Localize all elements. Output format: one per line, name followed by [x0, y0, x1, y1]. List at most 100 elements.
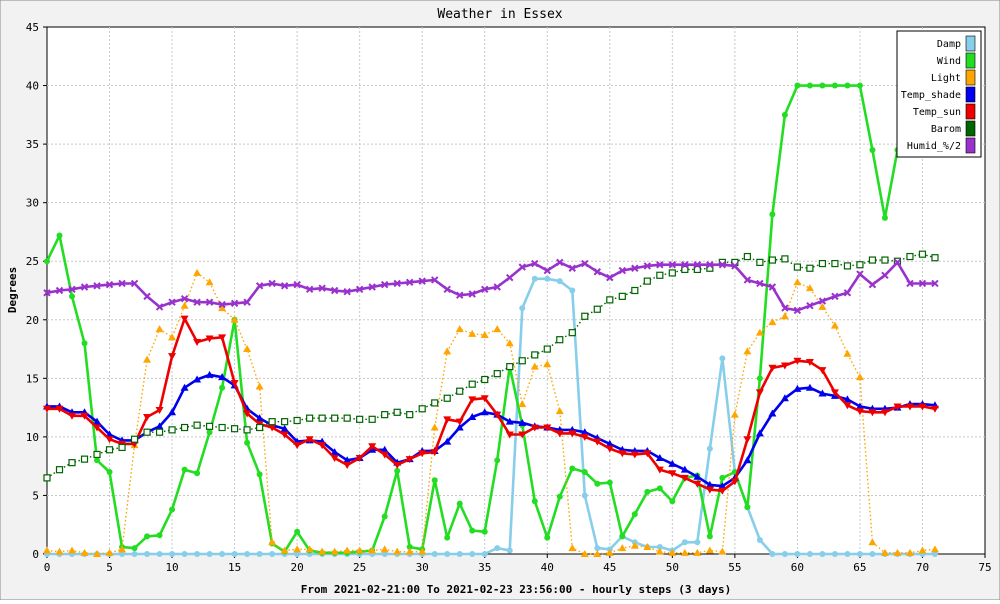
- temp-shade-point: [480, 408, 489, 416]
- temp-sun-point: [793, 357, 802, 365]
- damp-point: [931, 551, 938, 557]
- damp-point: [581, 492, 588, 499]
- x-tick-label: 25: [353, 561, 366, 574]
- temp-sun-point: [368, 443, 377, 451]
- legend: Damp Wind Light Temp_shade Temp_sun Barom Humi…: [896, 30, 982, 158]
- light-point: [380, 545, 389, 553]
- humid-2-point: [55, 286, 64, 295]
- temp-shade-point: [755, 429, 764, 437]
- light-point: [880, 548, 889, 556]
- wind-point: [256, 471, 263, 478]
- temp-sun-point: [468, 396, 477, 404]
- damp-point: [119, 551, 126, 557]
- temp-sun-point: [680, 474, 689, 482]
- barom-point: [681, 265, 689, 274]
- barom-point: [906, 252, 914, 261]
- humid-2-point: [393, 279, 401, 288]
- light-point: [405, 547, 414, 555]
- temp-sun-point: [43, 405, 51, 413]
- barom-point: [768, 256, 776, 264]
- light-point: [843, 349, 852, 357]
- temp-sun-point: [555, 430, 564, 438]
- damp-point: [219, 551, 226, 557]
- damp-point: [231, 551, 238, 557]
- barom-point: [456, 387, 464, 395]
- humid-2-point: [105, 280, 114, 289]
- x-tick-label: 30: [416, 561, 429, 574]
- humid-2-point: [355, 285, 364, 294]
- temp-sun-point: [780, 362, 789, 370]
- humid-2-point: [593, 268, 602, 276]
- damp-point: [706, 445, 713, 452]
- light-point: [280, 546, 289, 554]
- humid-2-point: [756, 279, 764, 288]
- damp-point: [294, 551, 301, 557]
- barom-point: [868, 256, 877, 264]
- temp-shade-point: [768, 409, 777, 417]
- temp-shade-point: [718, 482, 727, 490]
- damp-point: [719, 355, 726, 362]
- temp-sun-point: [168, 353, 177, 361]
- barom-point: [318, 414, 326, 422]
- wind-point: [569, 465, 576, 472]
- humid-2-point: [343, 287, 351, 296]
- temp-sun-point: [355, 454, 364, 462]
- wind-point: [144, 533, 151, 540]
- barom-point: [518, 357, 526, 365]
- light-point: [368, 546, 377, 554]
- legend-label-light: Light: [931, 73, 961, 84]
- temp-sun-point: [855, 408, 864, 416]
- barom-point: [931, 254, 939, 262]
- barom-point: [756, 258, 764, 266]
- light-point: [518, 400, 527, 408]
- wind-point: [581, 469, 588, 476]
- humid-2-point: [68, 285, 76, 294]
- light-point: [480, 331, 489, 339]
- barom-point: [881, 256, 889, 264]
- barom-point: [193, 421, 201, 429]
- damp-point: [794, 551, 801, 557]
- wind-point: [531, 498, 538, 505]
- light-point: [155, 325, 164, 333]
- barom-point: [468, 380, 476, 388]
- temp-sun-point: [193, 339, 202, 347]
- temp-shade-point: [455, 423, 464, 431]
- wind-point: [156, 532, 163, 539]
- temp-sun-point: [305, 436, 314, 444]
- damp-point: [494, 545, 501, 552]
- temp-sun-point: [280, 431, 289, 439]
- temp-sun-point: [730, 478, 739, 486]
- legend-swatch-barom: [965, 120, 976, 137]
- temp-sun-point: [518, 431, 527, 439]
- light-point: [568, 544, 577, 552]
- x-tick-label: 20: [291, 561, 304, 574]
- y-axis-label: Degrees: [6, 267, 19, 313]
- damp-point: [544, 275, 551, 282]
- light-point: [168, 333, 177, 341]
- barom-point: [243, 426, 251, 434]
- damp-point: [781, 551, 788, 557]
- temp-shade-point: [780, 394, 789, 402]
- light-point: [655, 547, 664, 555]
- temp-sun-point: [768, 364, 777, 372]
- temp-sun-point: [880, 409, 889, 417]
- temp-shade-point: [505, 417, 514, 425]
- humid-2-point: [130, 279, 139, 288]
- barom-point: [418, 405, 426, 413]
- barom-point: [631, 286, 639, 295]
- humid-2-point: [143, 292, 151, 301]
- barom-point: [843, 262, 852, 270]
- series-light: [43, 268, 939, 557]
- barom-point: [268, 418, 276, 426]
- temp-sun-point: [155, 406, 164, 414]
- light-point: [755, 328, 764, 336]
- humid-2-point: [656, 261, 664, 269]
- humid-2-point: [781, 304, 789, 312]
- damp-point: [569, 287, 576, 294]
- barom-point: [481, 375, 489, 384]
- x-tick-label: 65: [853, 561, 866, 574]
- damp-point: [869, 551, 876, 557]
- temp-sun-point: [455, 418, 464, 426]
- y-tick-label: 45: [26, 21, 39, 34]
